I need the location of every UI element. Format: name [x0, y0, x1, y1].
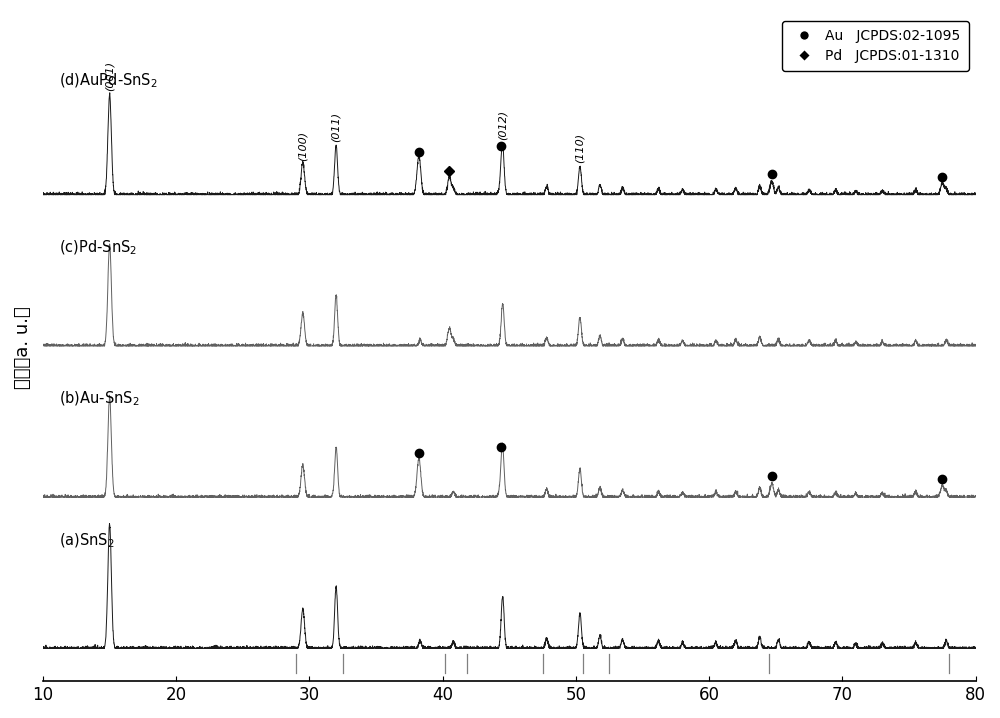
Text: (b)Au-SnS$_2$: (b)Au-SnS$_2$ [59, 390, 140, 409]
Text: (011): (011) [331, 112, 341, 141]
Text: (012): (012) [498, 110, 508, 140]
Text: (a)SnS$_2$: (a)SnS$_2$ [59, 531, 115, 550]
Text: (110): (110) [575, 133, 585, 163]
Text: (001): (001) [105, 61, 115, 91]
Y-axis label: 强度（a. u.）: 强度（a. u.） [14, 306, 32, 389]
Text: (100): (100) [298, 131, 308, 161]
Legend: Au   JCPDS:02-1095, Pd   JCPDS:01-1310: Au JCPDS:02-1095, Pd JCPDS:01-1310 [782, 21, 969, 71]
Text: (c)Pd-SnS$_2$: (c)Pd-SnS$_2$ [59, 239, 137, 257]
Text: (d)AuPd-SnS$_2$: (d)AuPd-SnS$_2$ [59, 71, 158, 90]
